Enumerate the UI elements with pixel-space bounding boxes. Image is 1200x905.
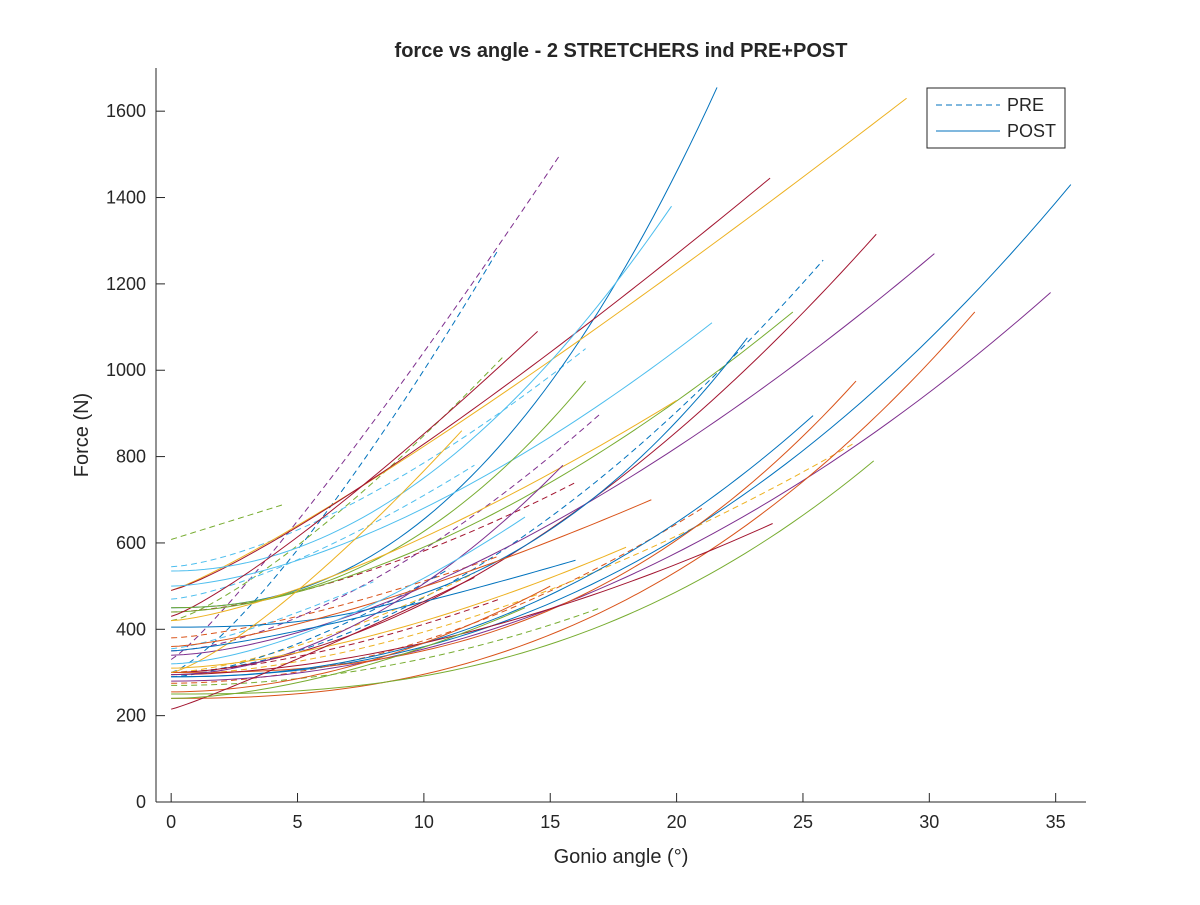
pre-curve-9: [171, 572, 475, 673]
post-curve-24: [171, 292, 1051, 682]
x-axis-label: Gonio angle (°): [554, 846, 689, 868]
post-curve-42: [171, 585, 551, 693]
pre-curve-15: [171, 581, 374, 650]
post-curve-40: [171, 559, 576, 652]
post-curve-33: [171, 415, 814, 678]
axes-group: [155, 68, 1086, 803]
y-axis-label: Force (N): [71, 393, 93, 477]
pre-curve-1: [170, 251, 498, 673]
x-ticks: 0 5 10 15 20 25 30 35: [166, 793, 1066, 832]
axes-background: [156, 68, 1086, 802]
post-curve-31: [171, 380, 857, 673]
pre-curve-13: [171, 568, 450, 678]
y-tick-label: 400: [116, 619, 146, 639]
post-curve-32: [171, 400, 677, 622]
x-tick-label: 30: [919, 812, 939, 832]
y-tick-label: 600: [116, 533, 146, 553]
post-curve-34: [171, 460, 875, 695]
pre-curve-11: [171, 607, 601, 686]
pre-curve-7: [171, 482, 576, 613]
post-curve-18: [170, 97, 907, 591]
x-tick-label: 10: [414, 812, 434, 832]
x-tick-label: 0: [166, 812, 176, 832]
post-curve-36: [171, 430, 463, 673]
post-curve-28: [171, 337, 748, 628]
pre-curve-8: [171, 555, 500, 639]
post-curve-44: [171, 607, 526, 699]
x-tick-label: 20: [667, 812, 687, 832]
post-curve-29: [170, 331, 538, 617]
legend: PRE POST: [926, 87, 1066, 149]
post-curve-37: [171, 464, 564, 676]
x-tick-label: 35: [1046, 812, 1066, 832]
pre-curve-14: [171, 443, 854, 676]
pre-curve-0: [170, 154, 561, 660]
x-tick-label: 25: [793, 812, 813, 832]
series-group: [170, 87, 1072, 710]
post-curve-30: [171, 380, 587, 609]
y-tick-label: 1000: [106, 360, 146, 380]
x-tick-label: 5: [293, 812, 303, 832]
legend-box: [926, 87, 1066, 149]
post-curve-38: [171, 499, 652, 648]
pre-curve-4: [171, 348, 586, 568]
legend-post-label: POST: [1007, 121, 1056, 141]
y-tick-label: 1200: [106, 274, 146, 294]
pre-curve-12: [171, 507, 703, 684]
legend-pre-label: PRE: [1007, 95, 1044, 115]
post-curve-43: [171, 577, 475, 710]
y-tick-label: 200: [116, 706, 146, 726]
post-curve-20: [171, 205, 672, 572]
post-curve-23: [171, 253, 935, 656]
post-curve-35: [171, 523, 773, 676]
chart-title: force vs angle - 2 STRETCHERS ind PRE+PO…: [395, 40, 848, 62]
post-curve-25: [171, 311, 976, 699]
y-tick-label: 800: [116, 447, 146, 467]
post-curve-39: [171, 516, 526, 665]
post-curve-26: [171, 311, 794, 613]
post-curve-41: [171, 546, 627, 669]
y-tick-label: 0: [136, 792, 146, 812]
pre-curve-10: [171, 413, 602, 652]
y-tick-label: 1600: [106, 101, 146, 121]
pre-curve-5: [171, 464, 475, 600]
post-curve-19: [171, 177, 771, 591]
y-tick-label: 1400: [106, 188, 146, 208]
post-curve-27: [171, 322, 713, 587]
y-ticks: 0 200 400 600 800 1000 1200 1400 1600: [106, 101, 165, 812]
x-tick-label: 15: [540, 812, 560, 832]
